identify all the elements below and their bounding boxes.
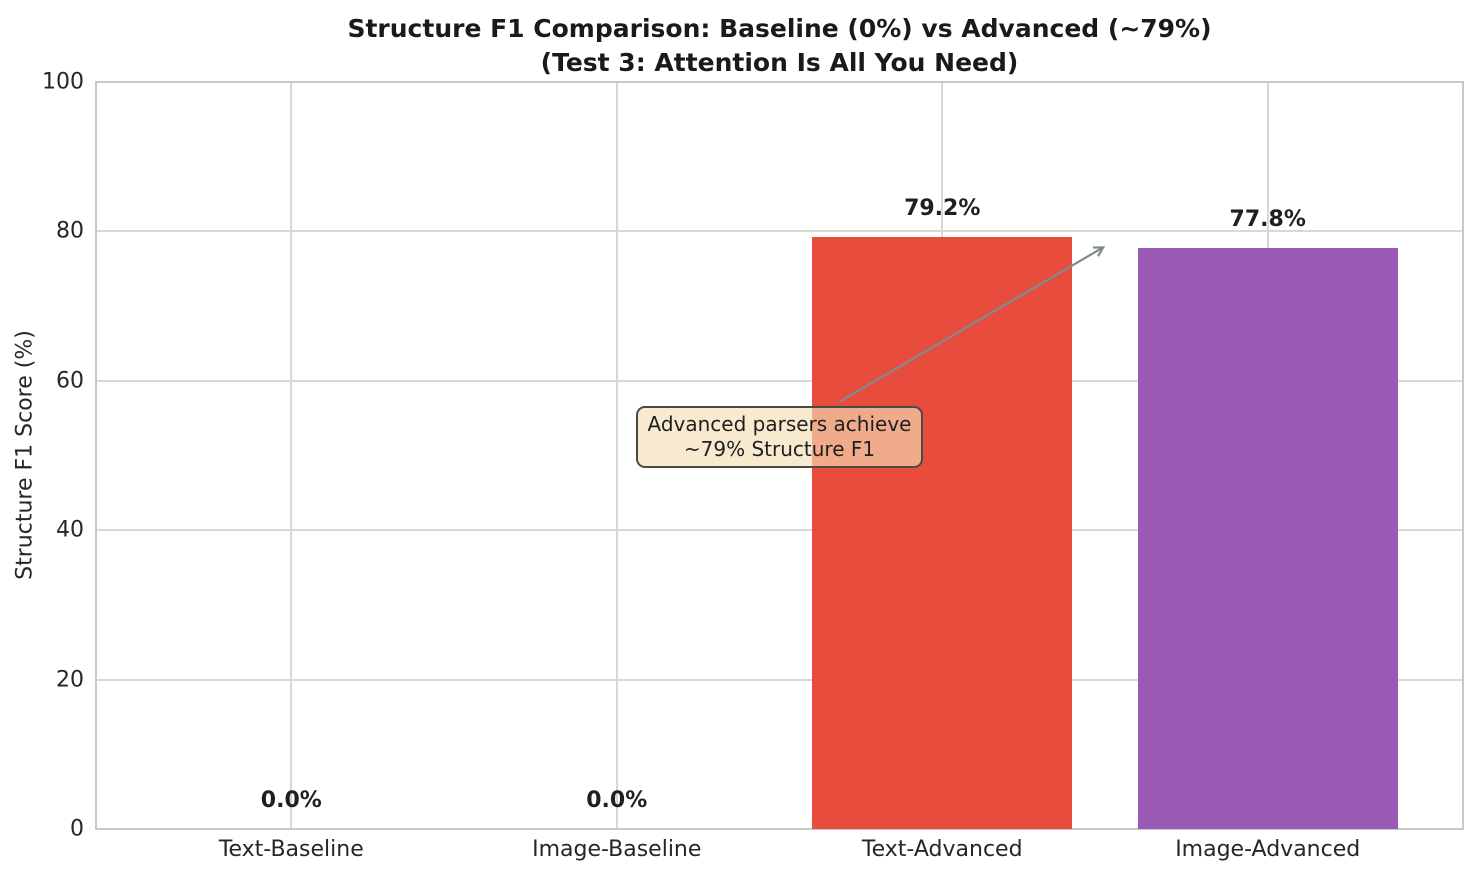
y-axis-label: Structure F1 Score (%)	[12, 330, 38, 580]
y-tick-label: 20	[56, 667, 84, 693]
bar-value-label: 77.8%	[1229, 206, 1306, 232]
plot-border	[95, 81, 1464, 830]
chart-title: Structure F1 Comparison: Baseline (0%) v…	[96, 12, 1463, 80]
y-tick-label: 40	[56, 517, 84, 543]
x-tick-label: Text-Advanced	[861, 837, 1023, 862]
bar-text-advanced	[812, 237, 1073, 829]
gridline-horizontal	[96, 678, 1463, 681]
x-tick-label: Image-Advanced	[1175, 837, 1361, 862]
gridline-horizontal	[96, 529, 1463, 532]
bar-value-label: 79.2%	[904, 196, 981, 222]
bar-image-advanced	[1137, 247, 1398, 829]
gridline-horizontal	[96, 230, 1463, 233]
gridline-horizontal	[96, 379, 1463, 382]
annotation-line2: ~79% Structure F1	[683, 436, 876, 461]
bar-value-label: 0.0%	[586, 788, 648, 813]
bar-value-label: 0.0%	[260, 788, 322, 813]
gridline-vertical	[615, 82, 618, 829]
y-tick-label: 0	[70, 816, 84, 842]
y-tick-label: 60	[56, 368, 84, 394]
y-tick-label: 100	[42, 69, 84, 95]
chart-title-line1: Structure F1 Comparison: Baseline (0%) v…	[347, 14, 1212, 43]
y-tick-label: 80	[56, 218, 84, 244]
annotation-box: Advanced parsers achieve ~79% Structure …	[635, 405, 924, 468]
chart-title-line2: (Test 3: Attention Is All You Need)	[540, 48, 1019, 77]
x-tick-label: Image-Baseline	[532, 837, 702, 862]
gridline-vertical	[290, 82, 293, 829]
annotation-line1: Advanced parsers achieve	[647, 411, 912, 436]
x-tick-label: Text-Baseline	[218, 837, 364, 862]
